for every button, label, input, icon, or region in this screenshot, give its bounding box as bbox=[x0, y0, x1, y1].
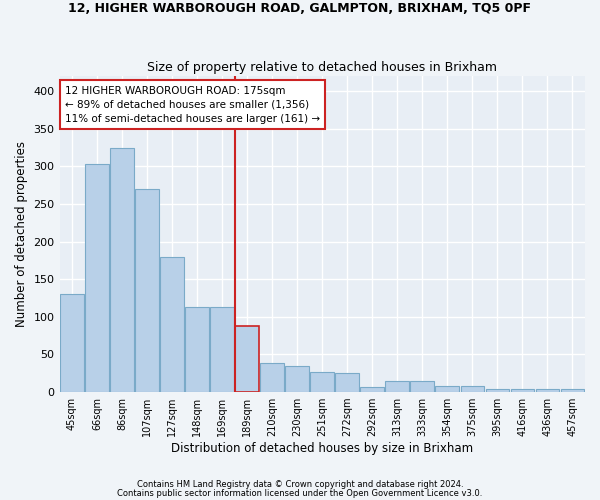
Bar bbox=[286, 366, 309, 392]
Text: 12, HIGHER WARBOROUGH ROAD, GALMPTON, BRIXHAM, TQ5 0PF: 12, HIGHER WARBOROUGH ROAD, GALMPTON, BR… bbox=[68, 2, 532, 16]
Bar bbox=[260, 364, 284, 392]
Bar bbox=[160, 256, 184, 392]
Bar bbox=[110, 148, 134, 392]
Bar bbox=[135, 189, 159, 392]
Bar bbox=[310, 372, 334, 392]
Bar bbox=[210, 307, 234, 392]
Bar bbox=[560, 389, 584, 392]
Y-axis label: Number of detached properties: Number of detached properties bbox=[15, 141, 28, 327]
Title: Size of property relative to detached houses in Brixham: Size of property relative to detached ho… bbox=[147, 60, 497, 74]
Bar bbox=[461, 386, 484, 392]
Bar bbox=[485, 389, 509, 392]
Text: 12 HIGHER WARBOROUGH ROAD: 175sqm
← 89% of detached houses are smaller (1,356)
1: 12 HIGHER WARBOROUGH ROAD: 175sqm ← 89% … bbox=[65, 86, 320, 124]
Bar bbox=[335, 374, 359, 392]
Text: Contains HM Land Registry data © Crown copyright and database right 2024.: Contains HM Land Registry data © Crown c… bbox=[137, 480, 463, 489]
Bar bbox=[361, 387, 384, 392]
Bar bbox=[436, 386, 459, 392]
Bar bbox=[60, 294, 84, 392]
Bar bbox=[185, 307, 209, 392]
Bar bbox=[536, 389, 559, 392]
Bar bbox=[410, 381, 434, 392]
Text: Contains public sector information licensed under the Open Government Licence v3: Contains public sector information licen… bbox=[118, 489, 482, 498]
Bar bbox=[511, 389, 535, 392]
X-axis label: Distribution of detached houses by size in Brixham: Distribution of detached houses by size … bbox=[171, 442, 473, 455]
Bar bbox=[85, 164, 109, 392]
Bar bbox=[385, 381, 409, 392]
Bar bbox=[235, 326, 259, 392]
